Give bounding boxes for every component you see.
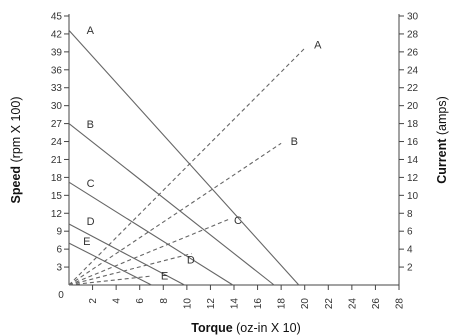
x-tick-label: 20: [300, 298, 311, 310]
y-right-tick-label: 14: [407, 155, 419, 166]
x-tick-label: 14: [230, 298, 241, 310]
y-right-tick-label: 4: [407, 245, 413, 256]
current-line-a: [68, 47, 306, 286]
current-line-label-e: E: [161, 271, 168, 283]
current-line-b: [68, 142, 282, 286]
current-line-label-b: B: [291, 136, 298, 148]
y-left-tick-label: 45: [51, 12, 63, 23]
y-right-tick-label: 10: [407, 191, 419, 202]
x-tick-label: 18: [277, 298, 288, 310]
current-line-label-a: A: [314, 39, 322, 51]
y-axis-right-title: Current (amps): [435, 96, 449, 184]
y-left-tick-label: 15: [51, 191, 63, 202]
x-tick-label: 4: [112, 298, 123, 304]
x-tick-label: 6: [135, 298, 146, 304]
y-left-tick-label: 21: [51, 155, 63, 166]
axis-titles: Torque (oz-in X 10) Speed (rpm X 100) Curr…: [9, 96, 449, 335]
y-left-tick-label: 24: [51, 137, 63, 148]
x-axis-title: Torque (oz-in X 10): [191, 321, 301, 335]
current-line-label-d: D: [187, 254, 195, 266]
y-right-tick-label: 20: [407, 101, 419, 112]
y-right-tick-label: 30: [407, 12, 419, 23]
speed-line-d: [68, 223, 185, 286]
y-right-tick-label: 28: [407, 29, 419, 40]
y-right-tick-label: 24: [407, 65, 419, 76]
x-tick-label: 8: [159, 298, 170, 304]
series: [68, 29, 306, 286]
y-left-tick-label: 3: [56, 263, 62, 274]
speed-line-c: [68, 181, 234, 286]
y-right-tick-label: 8: [407, 209, 413, 220]
speed-line-label-b: B: [87, 119, 94, 131]
y-right-tick-label: 6: [407, 227, 413, 238]
x-tick-label: 26: [371, 298, 382, 310]
y-right-tick-label: 18: [407, 119, 419, 130]
y-left-tick-label: 6: [56, 245, 62, 256]
speed-line-a: [68, 29, 300, 286]
x-tick-label: 10: [182, 298, 193, 310]
y-right-tick-label: 26: [407, 47, 419, 58]
y-left-tick-label: 12: [51, 209, 63, 220]
y-left-tick-label: 33: [51, 83, 63, 94]
speed-line-label-e: E: [83, 236, 90, 248]
y-left-tick-label: 27: [51, 119, 63, 130]
y-left-tick-label: 36: [51, 65, 63, 76]
x-tick-label: 28: [395, 298, 406, 310]
speed-line-label-c: C: [87, 178, 95, 190]
y-left-tick-label: 9: [56, 227, 62, 238]
y-left-tick-label: 30: [51, 101, 63, 112]
current-line-d: [68, 253, 192, 286]
speed-line-label-d: D: [87, 216, 95, 228]
y-left-tick-label: 39: [51, 47, 63, 58]
ticks: 0 2 4 6 8 10 12 14 16 18 20 22 24 26 28369121518212427…: [51, 12, 419, 310]
x-tick-label: 22: [324, 298, 335, 310]
speed-line-b: [68, 123, 275, 286]
current-line-label-c: C: [234, 215, 242, 227]
axes: [68, 14, 400, 286]
y-axis-left-title: Speed (rpm X 100): [9, 97, 23, 204]
y-right-tick-label: 22: [407, 83, 419, 94]
y-left-tick-label: 18: [51, 173, 63, 184]
speed-line-e: [68, 242, 152, 286]
current-line-c: [68, 218, 231, 286]
y-right-tick-label: 2: [407, 263, 413, 274]
speed-line-label-a: A: [87, 25, 95, 37]
x-tick-label: 24: [347, 298, 358, 310]
y-right-tick-label: 16: [407, 137, 419, 148]
x-tick-label: 16: [253, 298, 264, 310]
x-tick-label: 0: [58, 290, 64, 301]
y-right-tick-label: 12: [407, 173, 419, 184]
x-tick-label: 2: [88, 298, 99, 304]
y-left-tick-label: 42: [51, 29, 63, 40]
x-tick-label: 12: [206, 298, 217, 310]
